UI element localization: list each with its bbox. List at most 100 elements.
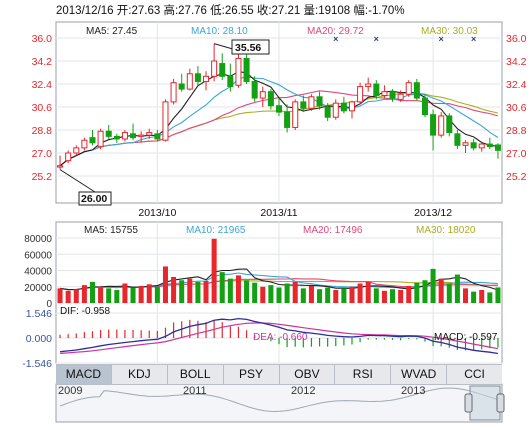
volume-label: 量: — [303, 5, 319, 17]
candle-body — [267, 91, 274, 107]
overview-left-handle[interactable] — [464, 393, 473, 413]
min-price-callout: 26.00 — [78, 191, 112, 206]
volume-value: 19108 — [318, 5, 351, 17]
overview-right-handle[interactable] — [496, 393, 505, 413]
candle-body — [365, 83, 372, 88]
volume-bar — [98, 286, 104, 303]
x-tick-label: 2013/10 — [138, 207, 176, 219]
price-tick-left: 32.4 — [32, 79, 53, 91]
overview-year-2012: 2012 — [291, 385, 315, 397]
macd-legend-dea: DEA: -0.660 — [253, 332, 308, 343]
dea-line — [60, 322, 499, 354]
low-value: 26.55 — [224, 5, 254, 17]
volume-bar — [130, 287, 136, 303]
price-tick-left: 28.8 — [32, 125, 53, 137]
tab-psy[interactable]: PSY — [224, 365, 280, 384]
macd-series — [59, 317, 499, 355]
candle-body — [81, 139, 88, 149]
overview-range-window[interactable] — [469, 385, 501, 421]
volume-bar — [268, 285, 274, 303]
volume-bar — [276, 287, 282, 303]
candle-body — [446, 115, 453, 134]
price-tick-right: 32.4 — [506, 79, 527, 91]
candle-body — [421, 97, 428, 116]
candle-body — [211, 60, 218, 77]
volume-bar — [406, 285, 412, 303]
candle-body — [170, 82, 177, 103]
overview-year-2009: 2009 — [58, 385, 82, 397]
tab-cci[interactable]: CCI — [464, 367, 485, 381]
candle-body — [300, 101, 307, 109]
volume-bar — [57, 288, 63, 303]
volume-bar — [430, 268, 436, 303]
tab-obv[interactable]: OBV — [280, 365, 336, 384]
event-marker: × — [439, 34, 444, 44]
overview-navigator[interactable] — [59, 387, 501, 413]
overview-history-line — [59, 387, 501, 413]
volume-bars — [57, 238, 501, 303]
candle-body — [186, 73, 193, 90]
min-price-label: 26.00 — [81, 193, 107, 205]
tab-kdj[interactable]: KDJ — [112, 365, 168, 384]
tab-macd[interactable]: MACD — [56, 365, 112, 384]
volume-bar — [454, 274, 460, 303]
volume-bar — [284, 283, 290, 303]
tab-rsi[interactable]: RSI — [335, 365, 392, 384]
volume-bar — [211, 238, 217, 303]
candle-body — [438, 115, 445, 136]
candle-body — [357, 86, 364, 103]
price-legend-ma30: MA30: 30.03 — [421, 26, 478, 37]
candle-body — [397, 93, 404, 100]
change-value: -1.70% — [368, 5, 405, 17]
candle-body — [105, 130, 112, 137]
indicator-tabs: MACD KDJ BOLL PSY OBV RSI WVAD CCI — [56, 364, 502, 385]
change-label: 幅: — [353, 5, 369, 17]
candle-body — [381, 91, 388, 96]
volume-legend-ma20: MA20: 17496 — [303, 225, 363, 236]
candle-body — [316, 96, 323, 107]
candle-body — [146, 132, 153, 136]
price-tick-left: 36.0 — [32, 33, 53, 45]
candle-body — [97, 130, 104, 148]
candle-body — [178, 83, 185, 90]
candle-body — [130, 133, 137, 139]
candle-body — [154, 133, 161, 140]
volume-bar — [341, 288, 347, 303]
close-label: 收: — [256, 5, 272, 17]
volume-bar — [219, 272, 225, 303]
candle-body — [227, 75, 234, 88]
price-tick-left: 34.2 — [32, 56, 53, 68]
macd-legend-dif: DIF: -0.958 — [60, 306, 110, 317]
price-legend-ma10: MA10: 28.10 — [191, 26, 248, 37]
volume-bar — [495, 287, 501, 303]
price-tick-right: 30.6 — [506, 102, 527, 114]
candle-body — [203, 75, 210, 82]
volume-bar — [252, 282, 258, 303]
volume-tick: 20000 — [24, 283, 52, 294]
macd-legend-macd: MACD: -0.597 — [434, 332, 498, 343]
candle-body — [373, 83, 380, 96]
candle-body — [243, 57, 250, 82]
candle-body — [251, 80, 258, 99]
tab-wvad[interactable]: WVAD — [391, 365, 448, 384]
volume-bar — [479, 290, 485, 303]
macd-tick: 1.546 — [26, 308, 52, 320]
volume-tick: 60000 — [24, 250, 52, 261]
volume-bar — [349, 286, 355, 303]
volume-bar — [260, 286, 266, 303]
event-marker: × — [374, 34, 379, 44]
volume-tick: 40000 — [24, 267, 52, 278]
open-label: 开: — [116, 5, 132, 17]
volume-bar — [162, 266, 168, 303]
candle-body — [470, 142, 477, 149]
volume-bar — [122, 283, 128, 303]
volume-bar — [381, 290, 387, 303]
volume-legend-ma30: MA30: 18020 — [416, 225, 476, 236]
volume-bar — [106, 288, 112, 303]
min-pointer-line — [59, 169, 96, 193]
volume-bar — [81, 285, 87, 303]
candle-body — [219, 63, 226, 77]
tab-boll[interactable]: BOLL — [168, 365, 224, 384]
